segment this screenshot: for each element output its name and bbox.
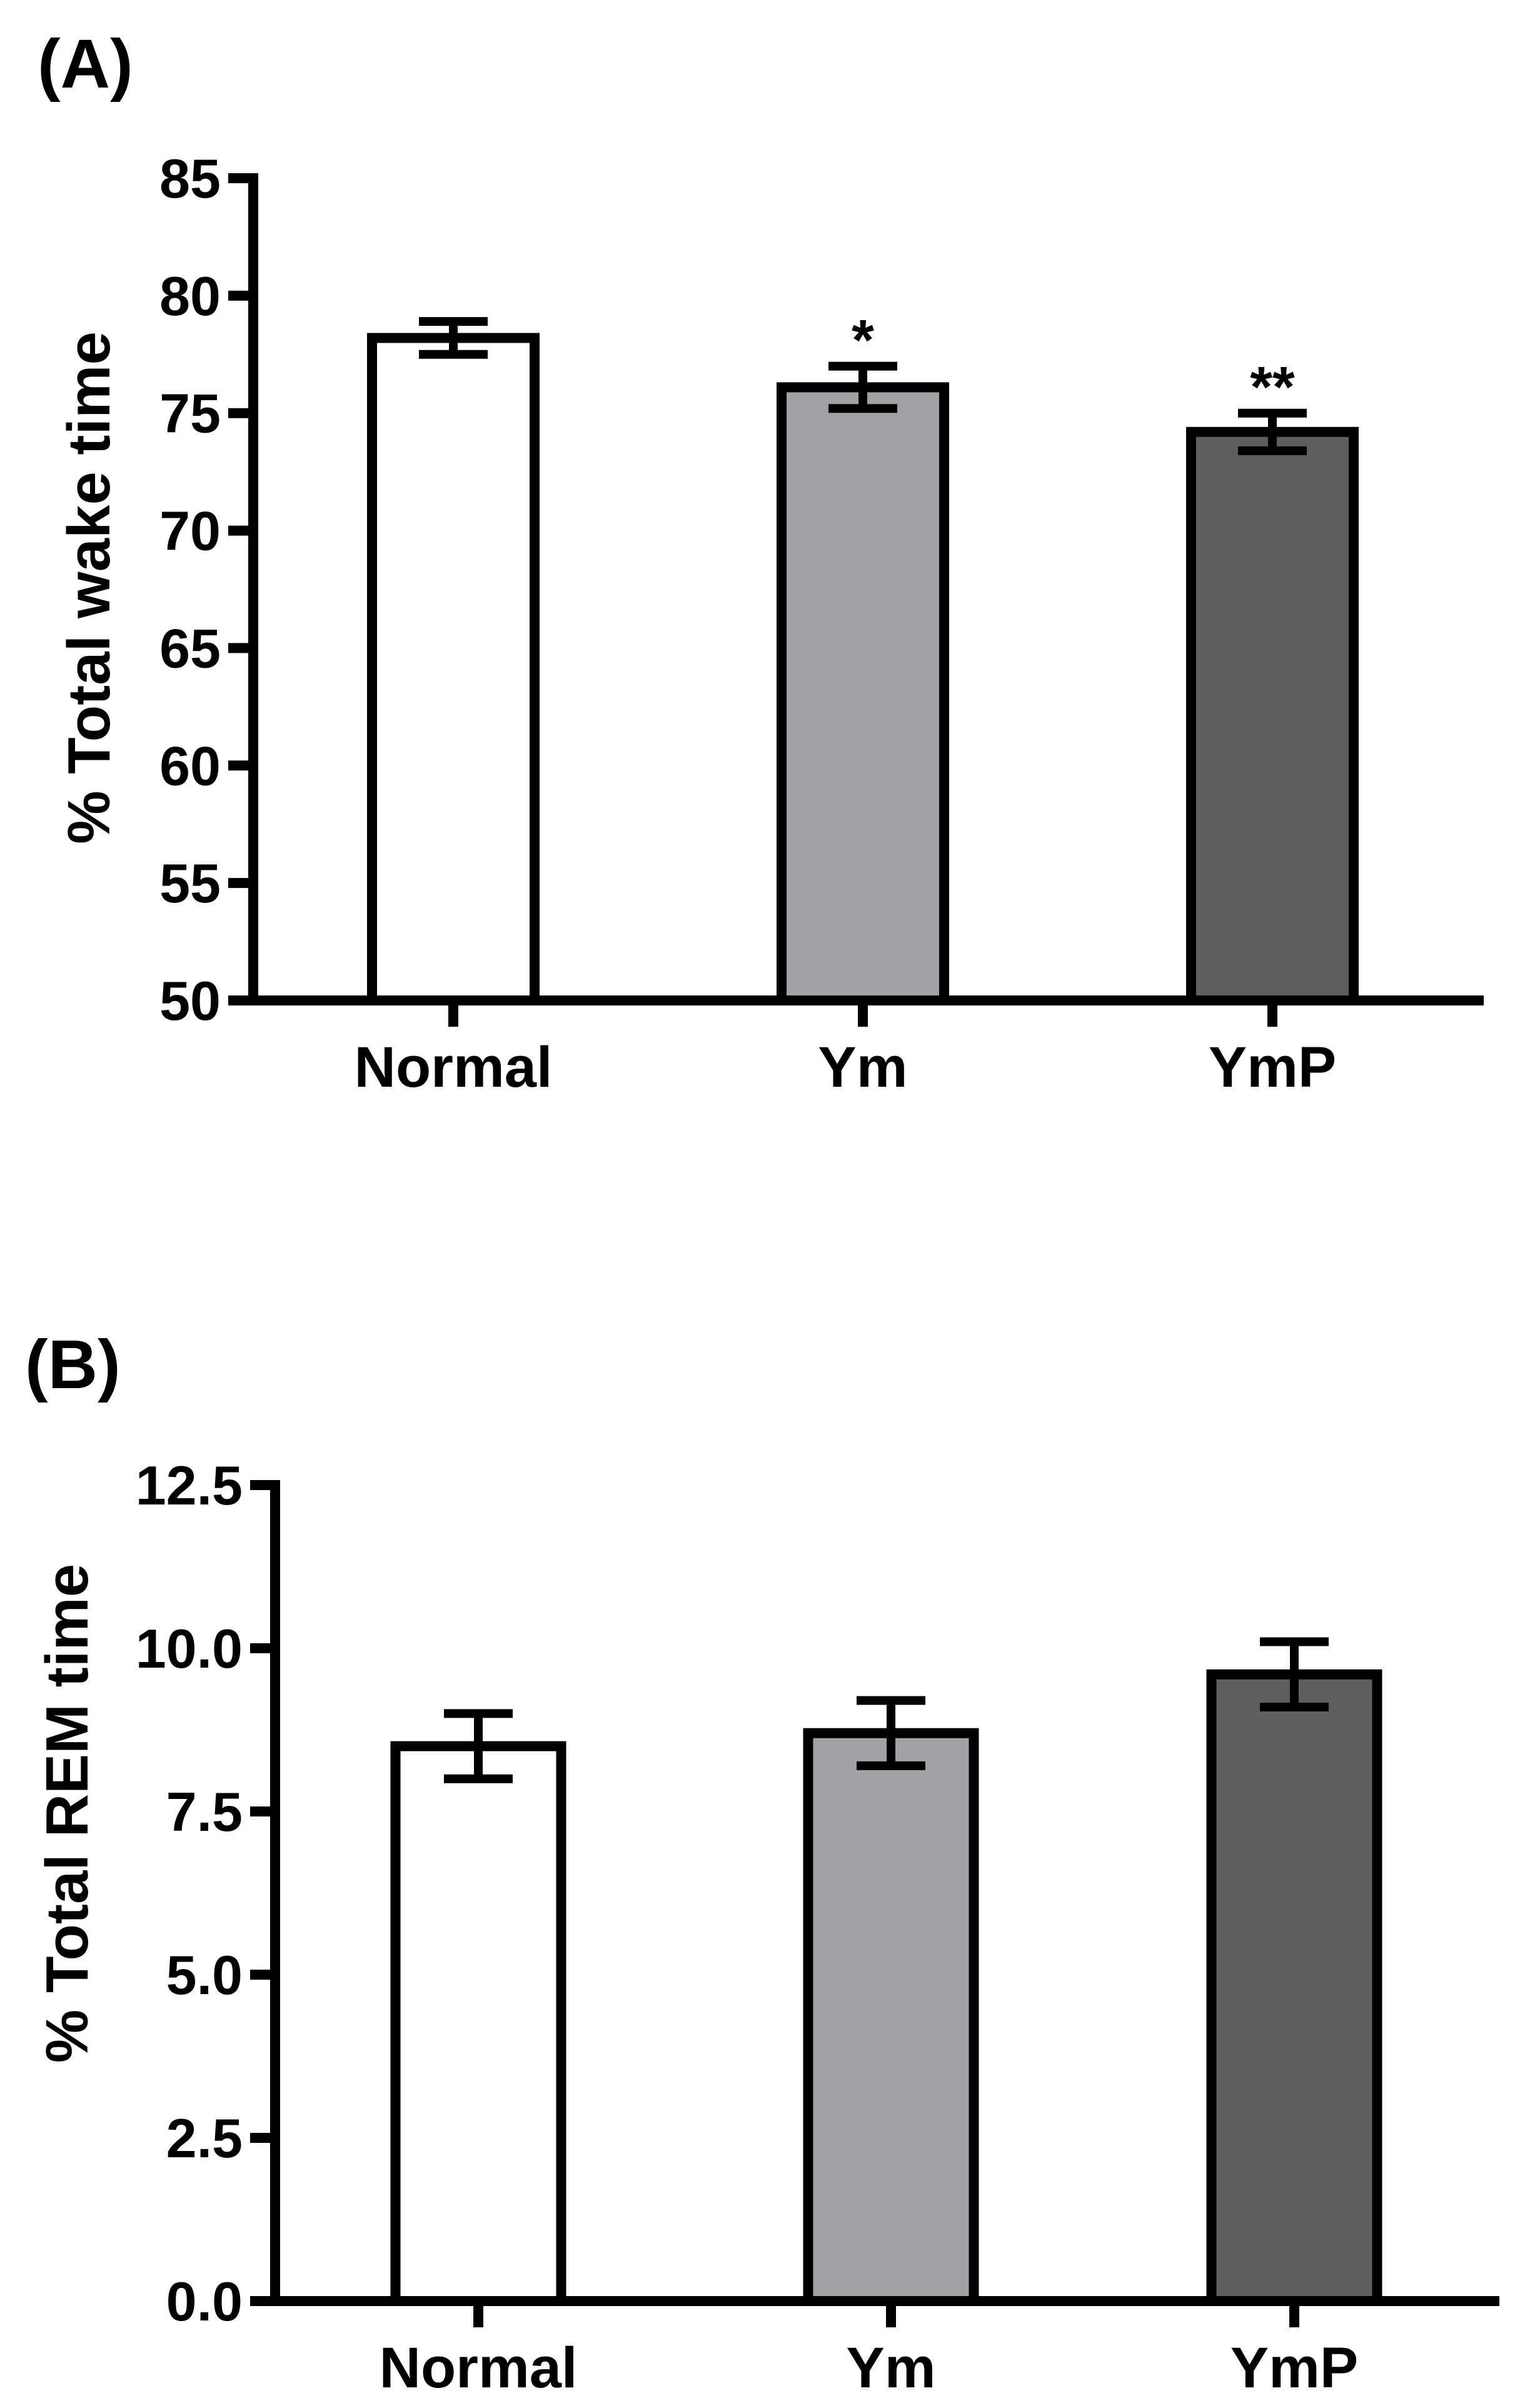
bar-normal-b xyxy=(390,1741,566,2307)
x-category-label-b: Normal xyxy=(380,2336,578,2400)
bar-ymp-a xyxy=(1186,426,1359,1005)
y-tick-label-a: 60 xyxy=(159,735,221,797)
y-tick-label-b: 10.0 xyxy=(136,1618,243,1680)
significance-marker-a: * xyxy=(852,309,874,373)
significance-marker-a: ** xyxy=(1250,356,1295,420)
y-axis-title-a: % Total wake time xyxy=(56,331,123,844)
y-tick-label-b: 7.5 xyxy=(166,1781,243,1843)
y-tick-label-a: 55 xyxy=(159,852,221,914)
bar-ymp-b xyxy=(1206,1669,1382,2306)
bar-normal-a xyxy=(367,333,540,1005)
x-category-label-a: YmP xyxy=(1209,1035,1337,1099)
y-tick-label-b: 2.5 xyxy=(166,2107,243,2169)
x-category-label-a: Ym xyxy=(818,1035,907,1099)
chart-panel-b: (B) % Total REM time 0.0 2.5 5.0 7.5 10.0 12.… xyxy=(25,1326,1499,2400)
x-category-label-b: YmP xyxy=(1231,2336,1359,2400)
panel-label-b: (B) xyxy=(25,1326,121,1403)
panel-label-a: (A) xyxy=(38,26,133,103)
bar-ym-b xyxy=(803,1728,979,2306)
x-category-label-b: Ym xyxy=(846,2336,935,2400)
y-tick-label-a: 85 xyxy=(159,148,221,209)
y-tick-label-a: 80 xyxy=(159,265,221,327)
y-tick-label-b: 12.5 xyxy=(136,1454,243,1516)
x-category-label-a: Normal xyxy=(355,1035,553,1099)
y-tick-label-a: 70 xyxy=(159,500,221,562)
y-tick-label-b: 5.0 xyxy=(166,1944,243,2006)
chart-panel-a: (A) % Total wake time 50 55 60 65 70 75 80 85 No… xyxy=(38,26,1484,1099)
bar-ym-a xyxy=(777,382,949,1005)
y-axis-title-b: % Total REM time xyxy=(34,1564,101,2063)
y-tick-label-b: 0.0 xyxy=(166,2270,243,2332)
y-tick-label-a: 75 xyxy=(159,383,221,445)
y-tick-label-a: 50 xyxy=(159,970,221,1032)
y-tick-label-a: 65 xyxy=(159,617,221,679)
